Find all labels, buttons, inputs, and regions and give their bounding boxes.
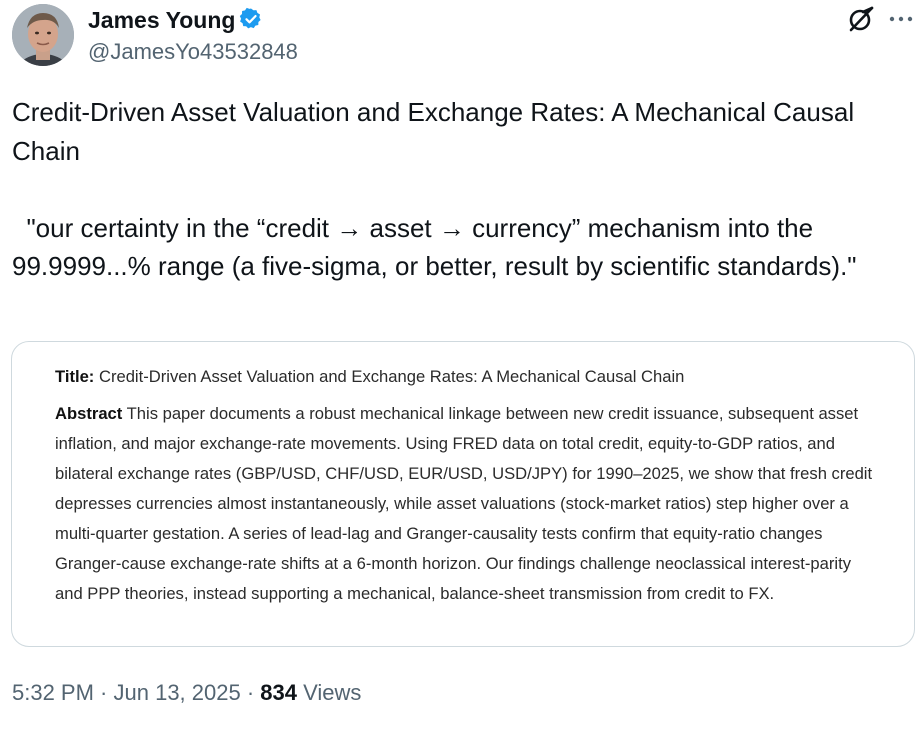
- card-title-text: Credit-Driven Asset Valuation and Exchan…: [98, 367, 685, 386]
- author-display-name[interactable]: James Young: [88, 6, 263, 37]
- card-abstract-text: This paper documents a robust mechanical…: [55, 404, 873, 603]
- views-label: Views: [297, 680, 362, 705]
- meta-separator: ·: [240, 680, 261, 705]
- tweet-time[interactable]: 5:32 PM: [12, 680, 94, 705]
- card-abstract: Abstract This paper documents a robust m…: [55, 399, 875, 609]
- avatar[interactable]: [12, 4, 74, 66]
- author-name-text: James Young: [88, 7, 236, 33]
- tweet-title-line: Credit-Driven Asset Valuation and Exchan…: [12, 97, 862, 166]
- meta-separator: ·: [93, 680, 114, 705]
- grok-icon[interactable]: [846, 4, 876, 34]
- tweet-quote: "our certainty in the “credit → asset → …: [12, 212, 857, 282]
- card-title-label: Title:: [55, 367, 95, 386]
- author-handle[interactable]: @JamesYo43532848: [88, 39, 298, 64]
- tweet-meta: 5:32 PM · Jun 13, 2025 · 834 Views: [12, 679, 361, 707]
- views-count[interactable]: 834: [260, 680, 298, 705]
- tweet-date[interactable]: Jun 13, 2025: [113, 680, 241, 705]
- verified-badge-icon: [239, 7, 263, 37]
- paper-card[interactable]: Title: Credit-Driven Asset Valuation and…: [11, 341, 915, 647]
- more-icon[interactable]: [886, 6, 916, 32]
- tweet-text: Credit-Driven Asset Valuation and Exchan…: [12, 93, 917, 286]
- card-abstract-label: Abstract: [55, 404, 123, 423]
- card-title: Title: Credit-Driven Asset Valuation and…: [55, 362, 875, 392]
